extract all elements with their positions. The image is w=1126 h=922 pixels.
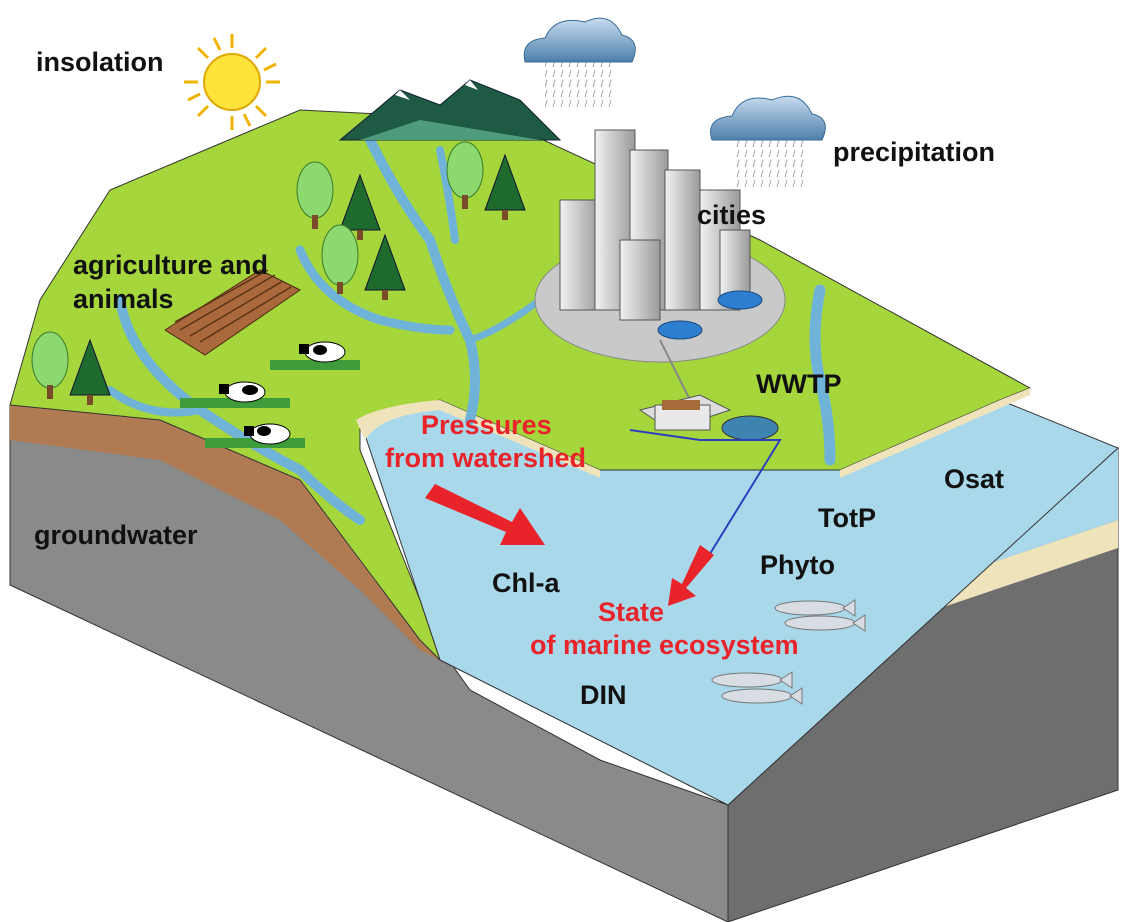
label-wwtp: WWTP [756,369,842,399]
arrow-icon [425,484,714,606]
mountain-icon [338,79,562,141]
car-icon [657,290,763,340]
pipe-line [659,339,691,401]
field-icon [164,269,301,356]
land-surface [9,109,1032,661]
treatment-plant-icon [629,394,782,571]
label-pressures-line1: Pressures [421,410,552,440]
label-pressures-line2: from watershed [385,443,587,473]
label-agriculture-line2: animals [73,284,174,314]
label-osat: Osat [944,464,1005,494]
label-agriculture-line1: agriculture and [73,250,269,280]
city-icon [559,129,751,321]
label-cities: cities [697,200,767,230]
label-phyto: Phyto [760,550,836,580]
fish-icon [711,599,866,705]
cow-icon [180,341,360,448]
label-state-line1: State [598,597,665,627]
label-insolation: insolation [36,47,164,77]
label-din: DIN [580,680,627,710]
tree-icon [31,141,526,405]
label-state-line2: of marine ecosystem [530,630,799,660]
label-chla: Chl-a [492,568,560,598]
label-precipitation: precipitation [833,137,996,167]
sun-icon [184,34,280,130]
label-totp: TotP [818,503,876,533]
label-groundwater: groundwater [34,520,198,550]
rivers [106,135,836,525]
rain-cloud-icon [523,17,636,110]
rain-cloud-icon [710,95,826,190]
